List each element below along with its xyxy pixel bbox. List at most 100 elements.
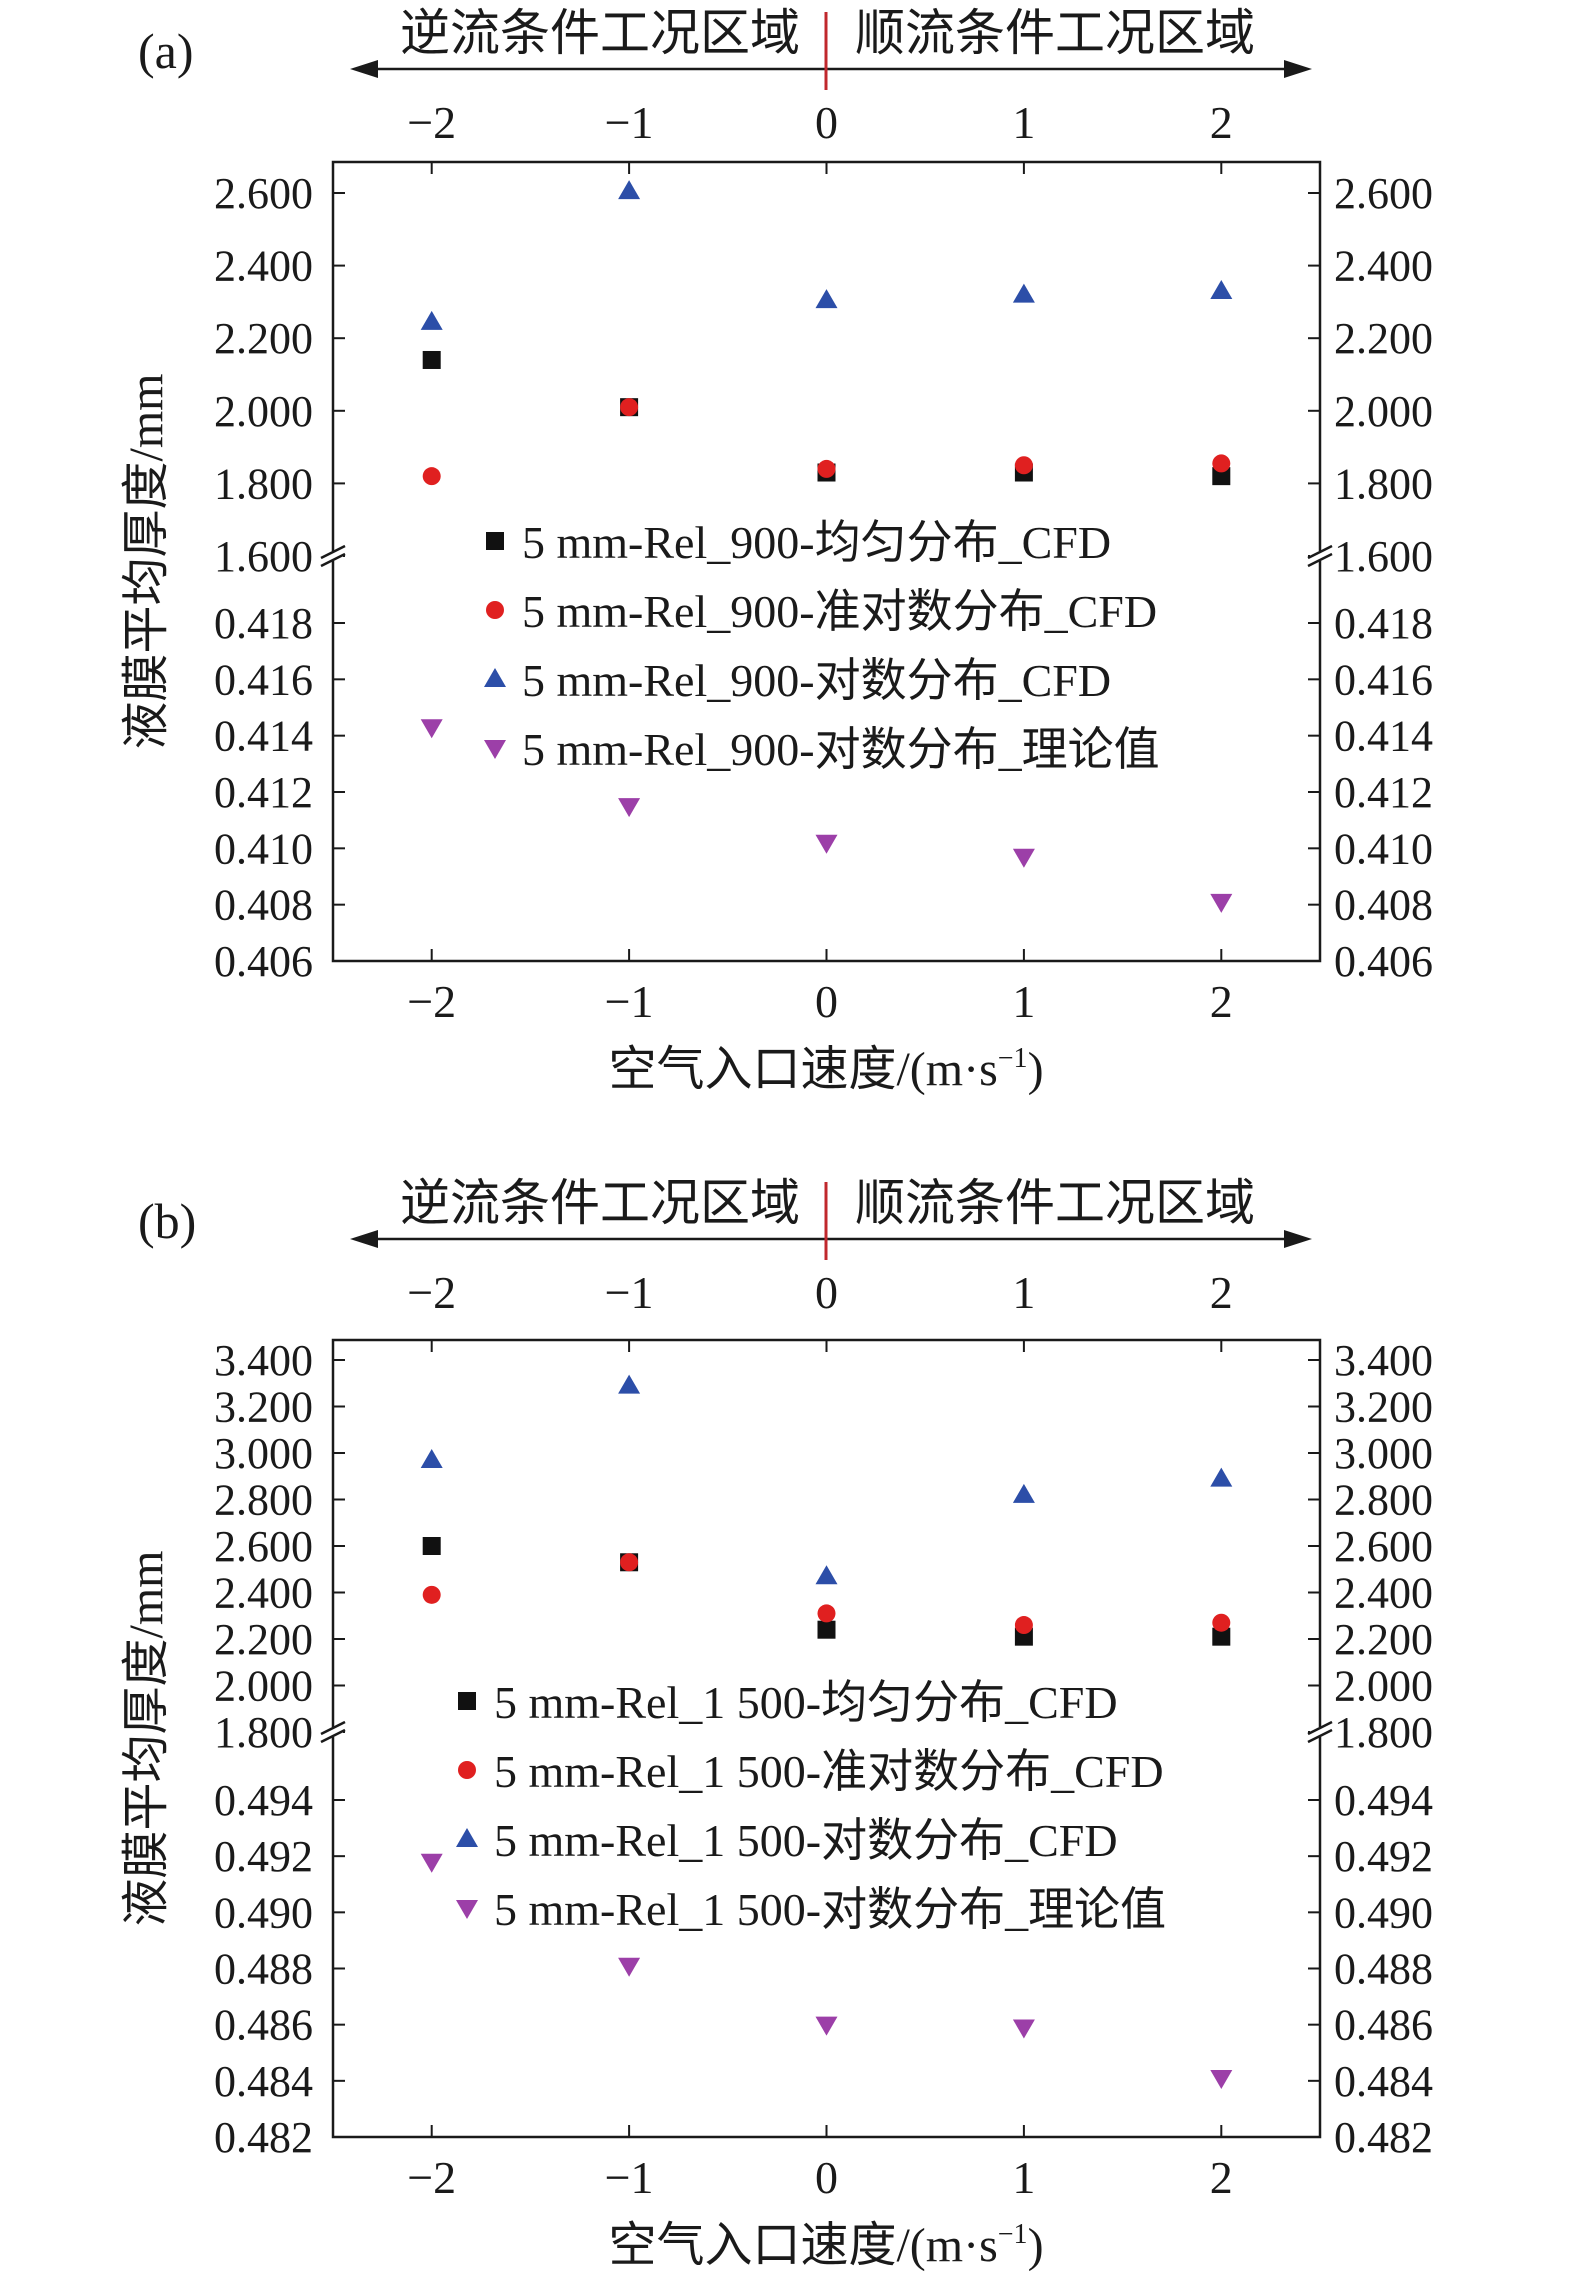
- x-tick-label: −2: [407, 976, 456, 1027]
- y-tick-label-right: 2.200: [1334, 314, 1433, 363]
- series-2: [422, 1553, 1231, 1635]
- axis-break-mark: [1307, 544, 1333, 560]
- y-tick-label-right: 0.416: [1334, 655, 1433, 704]
- y-tick-label-right: 0.486: [1334, 2001, 1433, 2050]
- x-axis-label-main: 空气入口速度/(m·s: [608, 1043, 997, 1096]
- y-tick-label-left: 0.408: [214, 881, 313, 930]
- data-point: [618, 1374, 641, 1394]
- x-axis-label-sup: −1: [998, 1043, 1028, 1074]
- data-point: [1212, 1627, 1231, 1646]
- y-tick-label-right: 3.000: [1334, 1429, 1433, 1478]
- y-tick-label-right: 2.200: [1334, 1615, 1433, 1664]
- y-tick-label-right: 1.800: [1334, 459, 1433, 508]
- y-tick-label-left: 0.410: [214, 824, 313, 873]
- y-tick-label-right: 1.800: [1334, 1708, 1433, 1757]
- y-tick-label-left: 3.400: [214, 1336, 313, 1385]
- legend-label: 5 mm-Rel_1 500-对数分布_CFD: [494, 1815, 1118, 1866]
- top-x-tick-label: −2: [407, 97, 456, 148]
- data-point: [618, 1957, 641, 1977]
- y-tick-label-right: 0.484: [1334, 2057, 1433, 2106]
- y-tick-label-left: 0.416: [214, 655, 313, 704]
- y-tick-label-right: 2.600: [1334, 1522, 1433, 1571]
- axis-break-gap: [323, 551, 343, 561]
- series-4: [420, 719, 1233, 913]
- y-tick-label-left: 3.000: [214, 1429, 313, 1478]
- data-point: [817, 1604, 836, 1623]
- data-point: [422, 1537, 441, 1555]
- y-axis-label: 液膜平均厚度/mm: [120, 373, 173, 749]
- data-point: [817, 459, 836, 478]
- data-point: [420, 719, 443, 739]
- x-tick-label: −2: [407, 2152, 456, 2203]
- legend-marker: [456, 1828, 478, 1847]
- series-1: [422, 1537, 1231, 1646]
- top-x-tick-label: 0: [815, 1267, 838, 1318]
- data-point: [1210, 893, 1233, 913]
- x-tick-label: 2: [1210, 2152, 1233, 2203]
- y-tick-label-left: 2.600: [214, 169, 313, 218]
- panel-label: (b): [138, 1193, 196, 1249]
- y-tick-label-left: 0.492: [214, 1832, 313, 1881]
- data-point: [815, 2016, 838, 2036]
- x-tick-label: −1: [605, 2152, 654, 2203]
- x-axis-label-sup: −1: [998, 2219, 1028, 2250]
- y-tick-label-left: 2.000: [214, 1662, 313, 1711]
- y-tick-label-left: 0.412: [214, 768, 313, 817]
- legend: 5 mm-Rel_1 500-均匀分布_CFD 5 mm-Rel_1 500-准对…: [456, 1677, 1166, 1935]
- legend-marker: [484, 740, 506, 759]
- axis-break-mark: [320, 552, 346, 568]
- top-x-tick-label: 0: [815, 97, 838, 148]
- y-tick-label-right: 0.418: [1334, 599, 1433, 648]
- y-tick-label-right: 0.490: [1334, 1888, 1433, 1937]
- axis-break-gap: [1310, 551, 1330, 561]
- region-left-label: 逆流条件工况区域: [400, 1175, 800, 1231]
- region-right-label: 顺流条件工况区域: [855, 1175, 1255, 1231]
- data-point: [1012, 1483, 1035, 1503]
- legend-label: 5 mm-Rel_900-准对数分布_CFD: [522, 586, 1157, 637]
- region-arrow-left-head: [350, 1230, 378, 1248]
- y-tick-label-right: 0.410: [1334, 824, 1433, 873]
- region-right-label: 顺流条件工况区域: [855, 5, 1255, 61]
- data-point: [422, 467, 441, 486]
- x-tick-label: 0: [815, 2152, 838, 2203]
- x-tick-label: 0: [815, 976, 838, 1027]
- axis-break-mark: [1307, 552, 1333, 568]
- legend-label: 5 mm-Rel_900-均匀分布_CFD: [522, 517, 1111, 568]
- legend-label: 5 mm-Rel_900-对数分布_CFD: [522, 655, 1111, 706]
- legend-marker: [486, 532, 504, 550]
- y-tick-label-right: 1.600: [1334, 532, 1433, 581]
- legend: 5 mm-Rel_900-均匀分布_CFD 5 mm-Rel_900-准对数分布_…: [484, 517, 1160, 775]
- y-tick-label-left: 2.200: [214, 1615, 313, 1664]
- region-arrow-left-head: [350, 60, 378, 78]
- y-tick-label-left: 0.482: [214, 2113, 313, 2162]
- data-point: [420, 310, 443, 330]
- axis-break-gap: [1310, 1727, 1330, 1737]
- axis-break-mark: [320, 1720, 346, 1736]
- top-x-tick-label: 1: [1012, 97, 1035, 148]
- y-tick-label-right: 0.494: [1334, 1776, 1433, 1825]
- data-point: [1212, 454, 1231, 473]
- y-tick-label-right: 0.482: [1334, 2113, 1433, 2162]
- data-point: [1212, 1613, 1231, 1632]
- y-tick-label-right: 2.800: [1334, 1476, 1433, 1525]
- legend-marker: [486, 601, 504, 619]
- y-tick-label-right: 0.488: [1334, 1945, 1433, 1994]
- top-x-tick-label: −2: [407, 1267, 456, 1318]
- top-x-tick-label: 1: [1012, 1267, 1035, 1318]
- x-tick-label: 1: [1012, 2152, 1035, 2203]
- y-tick-label-left: 2.800: [214, 1476, 313, 1525]
- data-point: [1012, 2019, 1035, 2039]
- legend-label: 5 mm-Rel_1 500-准对数分布_CFD: [494, 1746, 1164, 1797]
- data-point: [1210, 280, 1233, 300]
- axis-break-gap: [323, 1727, 343, 1737]
- data-point: [618, 180, 641, 200]
- series-3: [420, 1374, 1233, 1585]
- x-tick-label: −1: [605, 976, 654, 1027]
- y-tick-label-right: 3.400: [1334, 1336, 1433, 1385]
- y-tick-label-right: 2.400: [1334, 242, 1433, 291]
- legend-marker: [456, 1900, 478, 1919]
- y-tick-label-right: 3.200: [1334, 1383, 1433, 1432]
- x-axis-label-end: ): [1028, 2219, 1044, 2272]
- y-tick-label-left: 0.488: [214, 1945, 313, 1994]
- y-tick-label-right: 2.600: [1334, 169, 1433, 218]
